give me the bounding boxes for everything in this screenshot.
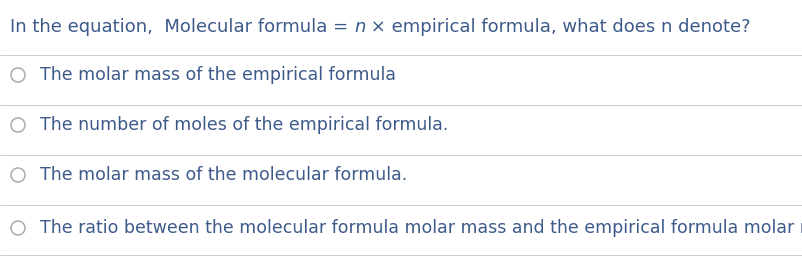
Text: The molar mass of the molecular formula.: The molar mass of the molecular formula.: [40, 166, 407, 184]
Text: In the equation,  Molecular formula =: In the equation, Molecular formula =: [10, 18, 354, 36]
Text: × empirical formula, what does n denote?: × empirical formula, what does n denote?: [365, 18, 751, 36]
Text: The molar mass of the empirical formula: The molar mass of the empirical formula: [40, 66, 396, 84]
Text: The ratio between the molecular formula molar mass and the empirical formula mol: The ratio between the molecular formula …: [40, 219, 802, 237]
Text: The number of moles of the empirical formula.: The number of moles of the empirical for…: [40, 116, 448, 134]
Text: n: n: [354, 18, 365, 36]
